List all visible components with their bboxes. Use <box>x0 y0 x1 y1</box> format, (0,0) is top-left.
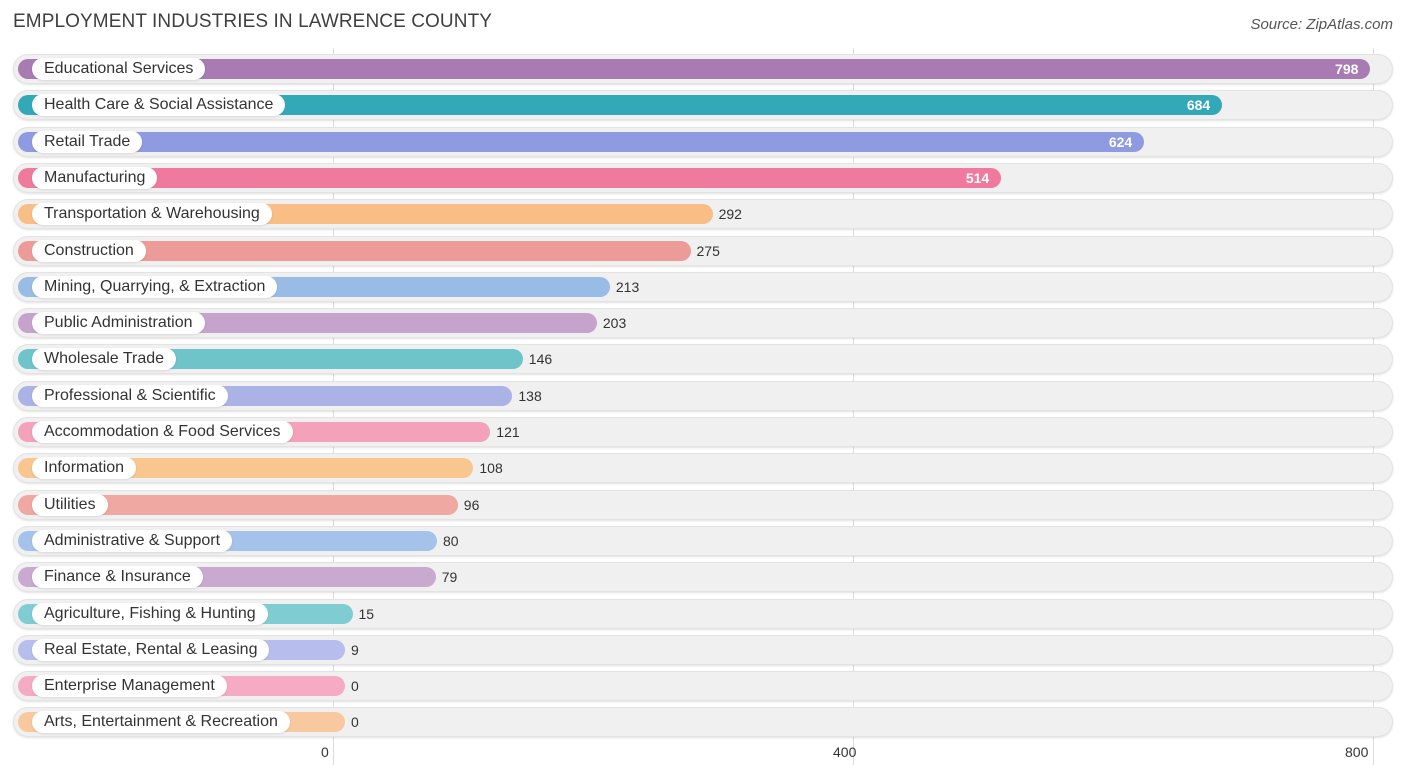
category-label: Enterprise Management <box>32 675 227 698</box>
value-label: 203 <box>602 315 627 332</box>
category-label: Educational Services <box>32 58 206 80</box>
value-label: 108 <box>479 460 503 477</box>
bar <box>18 240 691 261</box>
value-label: 0 <box>351 714 359 731</box>
value-label: 9 <box>351 641 359 658</box>
bar <box>18 494 458 515</box>
category-label: Utilities <box>32 493 108 516</box>
category-label: Retail Trade <box>32 130 143 153</box>
category-label: Arts, Entertainment & Recreation <box>32 711 290 734</box>
x-tick-label: 400 <box>833 744 857 760</box>
value-label: 624 <box>1108 133 1133 150</box>
bar <box>18 59 1371 79</box>
category-label: Information <box>32 457 137 480</box>
value-label: 798 <box>1335 61 1359 77</box>
value-label: 80 <box>443 532 459 549</box>
bar <box>18 95 1223 116</box>
value-label: 213 <box>615 278 640 295</box>
value-label: 121 <box>496 424 520 440</box>
value-label: 15 <box>358 605 375 622</box>
value-label: 0 <box>351 678 359 695</box>
value-label: 514 <box>965 169 990 186</box>
value-label: 96 <box>463 496 480 513</box>
category-label: Public Administration <box>32 312 205 335</box>
value-label: 138 <box>518 387 542 404</box>
category-label: Transportation & Warehousing <box>32 203 272 226</box>
bar <box>18 131 1145 152</box>
value-label: 684 <box>1186 97 1211 114</box>
x-tick-label: 0 <box>321 744 329 760</box>
value-label: 146 <box>528 351 553 368</box>
category-label: Health Care & Social Assistance <box>32 94 286 117</box>
x-tick-label: 800 <box>1345 744 1369 760</box>
category-label: Agriculture, Fishing & Hunting <box>32 602 268 625</box>
bar <box>18 167 1002 188</box>
source-note: Source: ZipAtlas.com <box>1250 16 1393 33</box>
category-label: Administrative & Support <box>32 529 233 552</box>
value-label: 275 <box>696 242 720 259</box>
value-label: 292 <box>718 206 742 223</box>
category-label: Construction <box>32 239 146 262</box>
category-label: Wholesale Trade <box>32 348 177 371</box>
category-label: Professional & Scientific <box>32 384 228 407</box>
category-label: Mining, Quarrying, & Extraction <box>32 275 278 298</box>
value-label: 79 <box>441 569 458 586</box>
chart-title: EMPLOYMENT INDUSTRIES IN LAWRENCE COUNTY <box>13 11 493 32</box>
category-label: Manufacturing <box>32 166 158 189</box>
category-label: Finance & Insurance <box>32 566 203 589</box>
category-label: Accommodation & Food Services <box>32 421 293 443</box>
category-label: Real Estate, Rental & Leasing <box>32 638 270 661</box>
